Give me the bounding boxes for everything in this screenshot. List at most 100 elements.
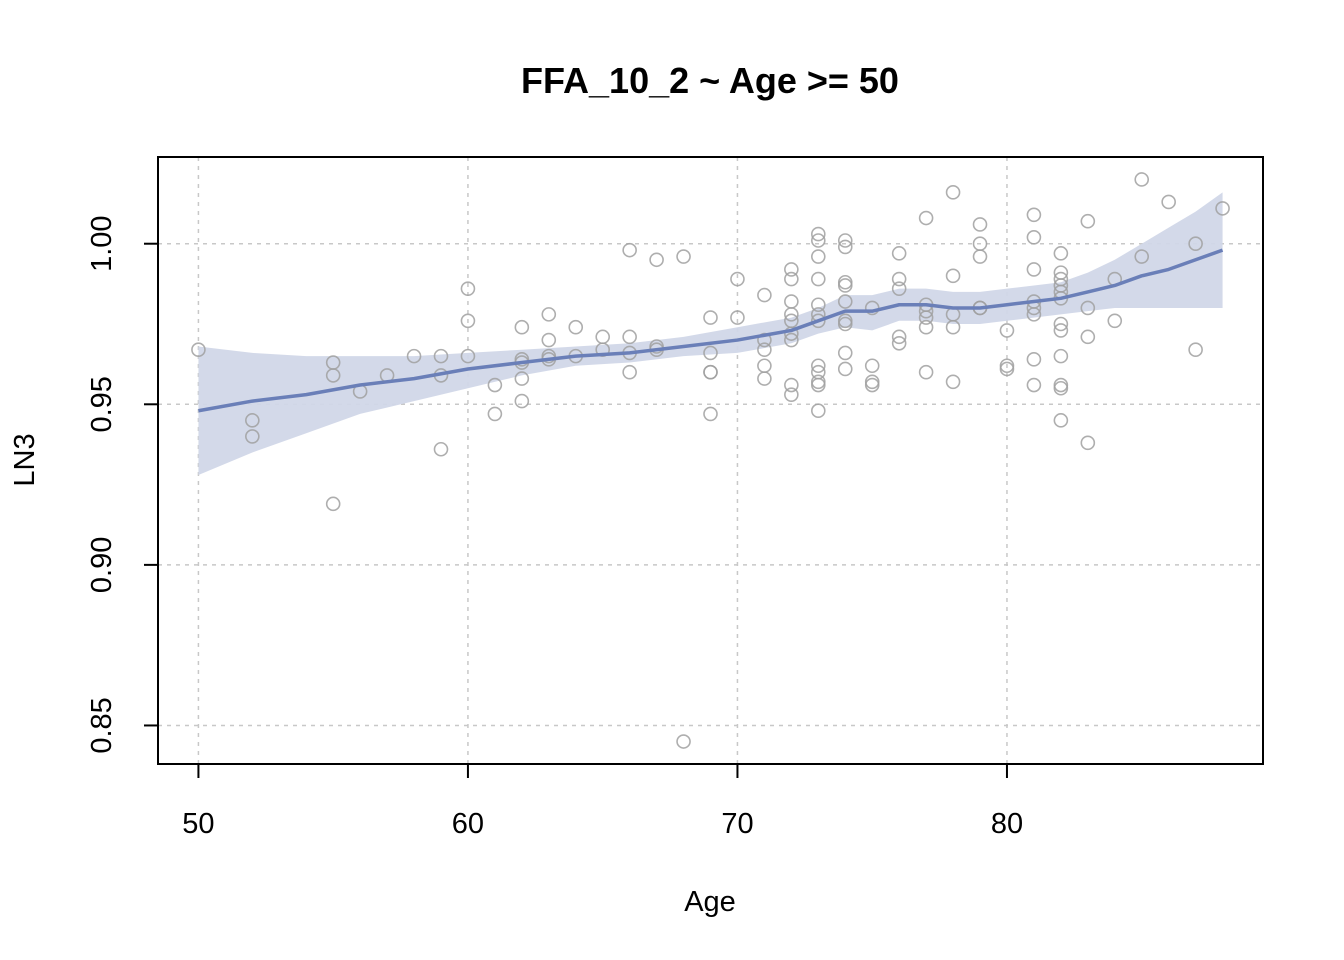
data-point [245,413,260,428]
data-point [541,332,557,348]
data-point [1107,313,1123,329]
data-point [784,377,799,393]
data-point [999,361,1015,377]
data-point [784,387,799,402]
data-point [837,278,853,293]
data-point [757,287,772,303]
data-point [1080,213,1096,229]
data-point [1053,316,1069,332]
data-point [1053,377,1069,393]
data-point [703,364,718,380]
data-point [514,319,530,335]
data-point [784,326,799,341]
data-point [649,252,664,268]
data-point [568,319,584,335]
data-point [1026,377,1042,393]
data-point [514,393,530,409]
data-point [918,364,934,380]
data-point [595,329,611,345]
data-point [837,294,853,309]
data-point [837,274,853,290]
data-point [325,368,341,383]
data-point [1053,323,1069,338]
y-axis-label: LN3 [9,433,41,486]
data-point [810,374,826,390]
data-point [1026,352,1042,367]
data-point [784,332,799,348]
data-point [891,329,907,345]
data-point [810,233,826,248]
data-point [1026,229,1042,245]
x-axis-label: Age [684,886,736,918]
confidence-band-layer [198,192,1223,475]
data-point [676,249,691,264]
data-point [1053,246,1069,261]
data-point [1053,380,1069,396]
data-point [918,310,934,325]
x-tick-label: 50 [182,808,214,840]
data-point [945,185,961,200]
data-point [810,403,826,419]
data-point [757,371,772,386]
data-point [810,358,826,374]
data-point [891,335,907,351]
data-points [191,172,1230,749]
chart-title: FFA_10_2 ~ Age >= 50 [521,60,899,101]
data-point [487,377,503,393]
data-point [703,310,718,325]
data-point [460,281,476,296]
smooth-line-layer [198,248,1224,413]
data-point [784,262,799,277]
data-point [730,271,745,287]
data-point [433,441,449,457]
data-point [810,313,826,329]
data-point [784,294,799,309]
data-point [810,249,826,264]
data-point [1161,194,1176,210]
data-point [1134,249,1150,264]
data-point [1026,262,1042,277]
data-point [514,371,530,386]
data-point [918,210,934,226]
data-point [703,345,718,361]
data-point [972,217,988,232]
data-point [837,316,853,332]
data-point [541,307,557,322]
data-point [622,242,637,258]
confidence-band [198,192,1223,475]
data-point [784,307,799,322]
data-point [891,246,907,261]
data-point [1188,342,1203,358]
data-point [622,364,637,380]
data-point [1080,329,1096,345]
data-point [1053,413,1069,428]
smooth-line [198,248,1224,413]
plot-frame [157,156,1264,765]
x-tick-label: 70 [721,808,753,840]
data-point [864,377,880,393]
data-point [864,374,880,390]
data-point [972,249,988,264]
data-point [406,348,422,364]
x-tick-label: 60 [452,808,484,840]
data-point [891,271,907,287]
data-point [460,313,476,329]
data-point [622,329,637,345]
y-tick-label: 1.00 [86,215,118,271]
y-tick-label: 0.90 [86,537,118,593]
data-point [676,734,691,749]
data-point [864,358,880,374]
data-point [703,406,718,422]
data-point [1080,300,1096,316]
data-point [784,271,799,287]
y-tick-label: 0.85 [86,697,118,753]
data-point [1053,348,1069,364]
data-point [433,348,449,364]
data-point [837,239,853,255]
data-point [1188,236,1203,252]
data-point [837,345,853,361]
y-tick-label: 0.95 [86,376,118,432]
data-point [891,281,907,296]
data-point [757,358,772,374]
data-point [1026,207,1042,223]
